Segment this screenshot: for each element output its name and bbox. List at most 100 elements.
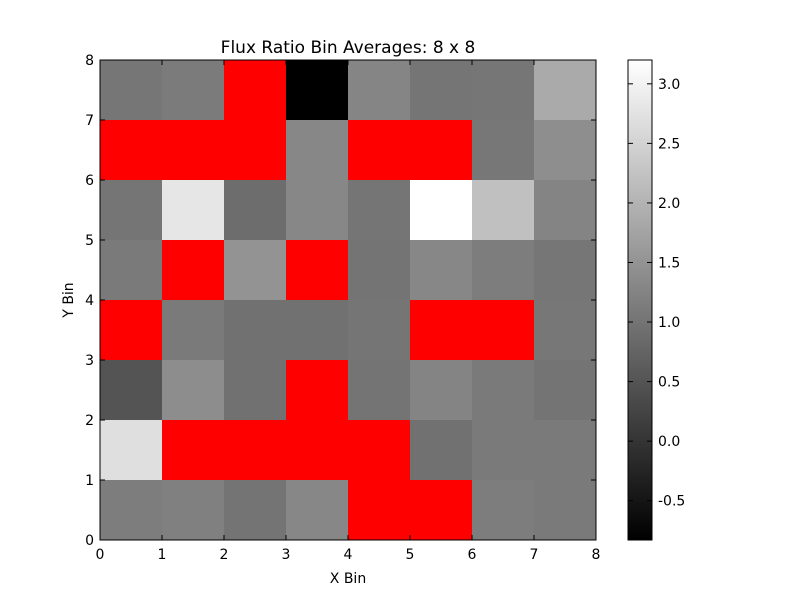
heatmap-cell-missing [100, 300, 163, 361]
heatmap-cell-missing [348, 480, 411, 541]
heatmap-cell [162, 300, 225, 361]
heatmap-cell [410, 60, 473, 121]
heatmap-cell [100, 60, 163, 121]
heatmap-cell [534, 120, 597, 181]
y-tick-label: 2 [85, 413, 94, 429]
x-tick-label: 8 [592, 547, 601, 563]
colorbar-axis: -0.5 0.0 0.5 1.0 1.5 2.0 2.5 3.0 [628, 77, 685, 510]
colorbar-gradient [628, 60, 652, 540]
y-tick-label: 6 [85, 173, 94, 189]
heatmap-cell-missing [224, 420, 287, 481]
heatmap-cell-missing [286, 240, 349, 301]
y-tick-label: 4 [85, 293, 94, 309]
heatmap-cell [410, 360, 473, 421]
colorbar-tick-label: 0.5 [658, 375, 680, 391]
x-tick-label: 4 [344, 547, 353, 563]
x-tick-label: 7 [530, 547, 539, 563]
heatmap-cell [100, 480, 163, 541]
heatmap-cell [224, 180, 287, 241]
colorbar-tick-label: 2.5 [658, 136, 680, 152]
colorbar-tick-label: 0.0 [658, 434, 680, 450]
x-tick-label: 6 [468, 547, 477, 563]
heatmap-cell-missing [472, 300, 535, 361]
y-tick-label: 1 [85, 473, 94, 489]
colorbar-tick-label: 1.0 [658, 315, 680, 331]
y-tick-label: 0 [85, 533, 94, 549]
heatmap-cell [348, 60, 411, 121]
x-axis-label: X Bin [330, 571, 366, 587]
colorbar-tick-label: 1.5 [658, 255, 680, 271]
heatmap-cell-missing [162, 120, 225, 181]
heatmap-cell [534, 60, 597, 121]
heatmap-cell [472, 60, 535, 121]
heatmap-cell [100, 180, 163, 241]
heatmap-cell [410, 420, 473, 481]
x-tick-label: 2 [220, 547, 229, 563]
x-tick-label: 5 [406, 547, 415, 563]
heatmap-cell [472, 480, 535, 541]
heatmap-cell [472, 180, 535, 241]
heatmap-cell [472, 360, 535, 421]
y-axis-label: Y Bin [61, 282, 77, 318]
heatmap-cell [348, 360, 411, 421]
heatmap-cell [534, 240, 597, 301]
heatmap-cell [410, 240, 473, 301]
heatmap-cell [472, 420, 535, 481]
heatmap-cell [224, 480, 287, 541]
y-tick-label: 3 [85, 353, 94, 369]
heatmap-cell [534, 180, 597, 241]
heatmap-cell-missing [410, 120, 473, 181]
heatmap-cell-missing [162, 240, 225, 301]
heatmap-cell [224, 300, 287, 361]
heatmap-cell [286, 120, 349, 181]
heatmap-cell [410, 180, 473, 241]
colorbar-tick-label: -0.5 [658, 494, 685, 510]
colorbar-tick-label: 3.0 [658, 77, 680, 93]
colorbar-frame [627, 59, 653, 541]
heatmap-cell-missing [224, 120, 287, 181]
heatmap-cell-missing [348, 420, 411, 481]
heatmap-cell [224, 360, 287, 421]
y-tick-label: 8 [85, 53, 94, 69]
heatmap-cell-missing [410, 480, 473, 541]
chart-title: Flux Ratio Bin Averages: 8 x 8 [221, 38, 476, 58]
heatmap-cell [100, 420, 163, 481]
colorbar-tick-label: 2.0 [658, 196, 680, 212]
heatmap-cell [534, 300, 597, 361]
heatmap-cell [162, 480, 225, 541]
heatmap-cell [286, 180, 349, 241]
heatmap-cell [162, 180, 225, 241]
heatmap-cell [534, 360, 597, 421]
heatmap-cell [286, 60, 349, 121]
x-tick-label: 3 [282, 547, 291, 563]
heatmap-cell-missing [162, 420, 225, 481]
heatmap-cell-missing [100, 120, 163, 181]
heatmap-cell [348, 240, 411, 301]
heatmap-cell [224, 240, 287, 301]
heatmap-cell-missing [286, 420, 349, 481]
y-tick-label: 7 [85, 113, 94, 129]
y-tick-label: 5 [85, 233, 94, 249]
heatmap-cell [472, 120, 535, 181]
heatmap-cell-missing [410, 300, 473, 361]
heatmap-cell [100, 240, 163, 301]
heatmap-cell [286, 480, 349, 541]
heatmap-cell-missing [348, 120, 411, 181]
heatmap-cell [472, 240, 535, 301]
x-tick-label: 1 [158, 547, 167, 563]
heatmap-cell [348, 300, 411, 361]
heatmap-cell [534, 480, 597, 541]
y-axis: 0 1 2 3 4 5 6 7 8 [85, 53, 596, 549]
heatmap-cell [534, 420, 597, 481]
heatmap-cell [100, 360, 163, 421]
heatmap-cell-missing [224, 60, 287, 121]
x-axis: 0 1 2 3 4 5 6 7 8 [96, 60, 601, 563]
heatmap-cell [348, 180, 411, 241]
heatmap-cell [162, 360, 225, 421]
heatmap-cell [286, 300, 349, 361]
heatmap-cell [162, 60, 225, 121]
heatmap-cells [100, 60, 597, 541]
x-tick-label: 0 [96, 547, 105, 563]
heatmap-cell-missing [286, 360, 349, 421]
